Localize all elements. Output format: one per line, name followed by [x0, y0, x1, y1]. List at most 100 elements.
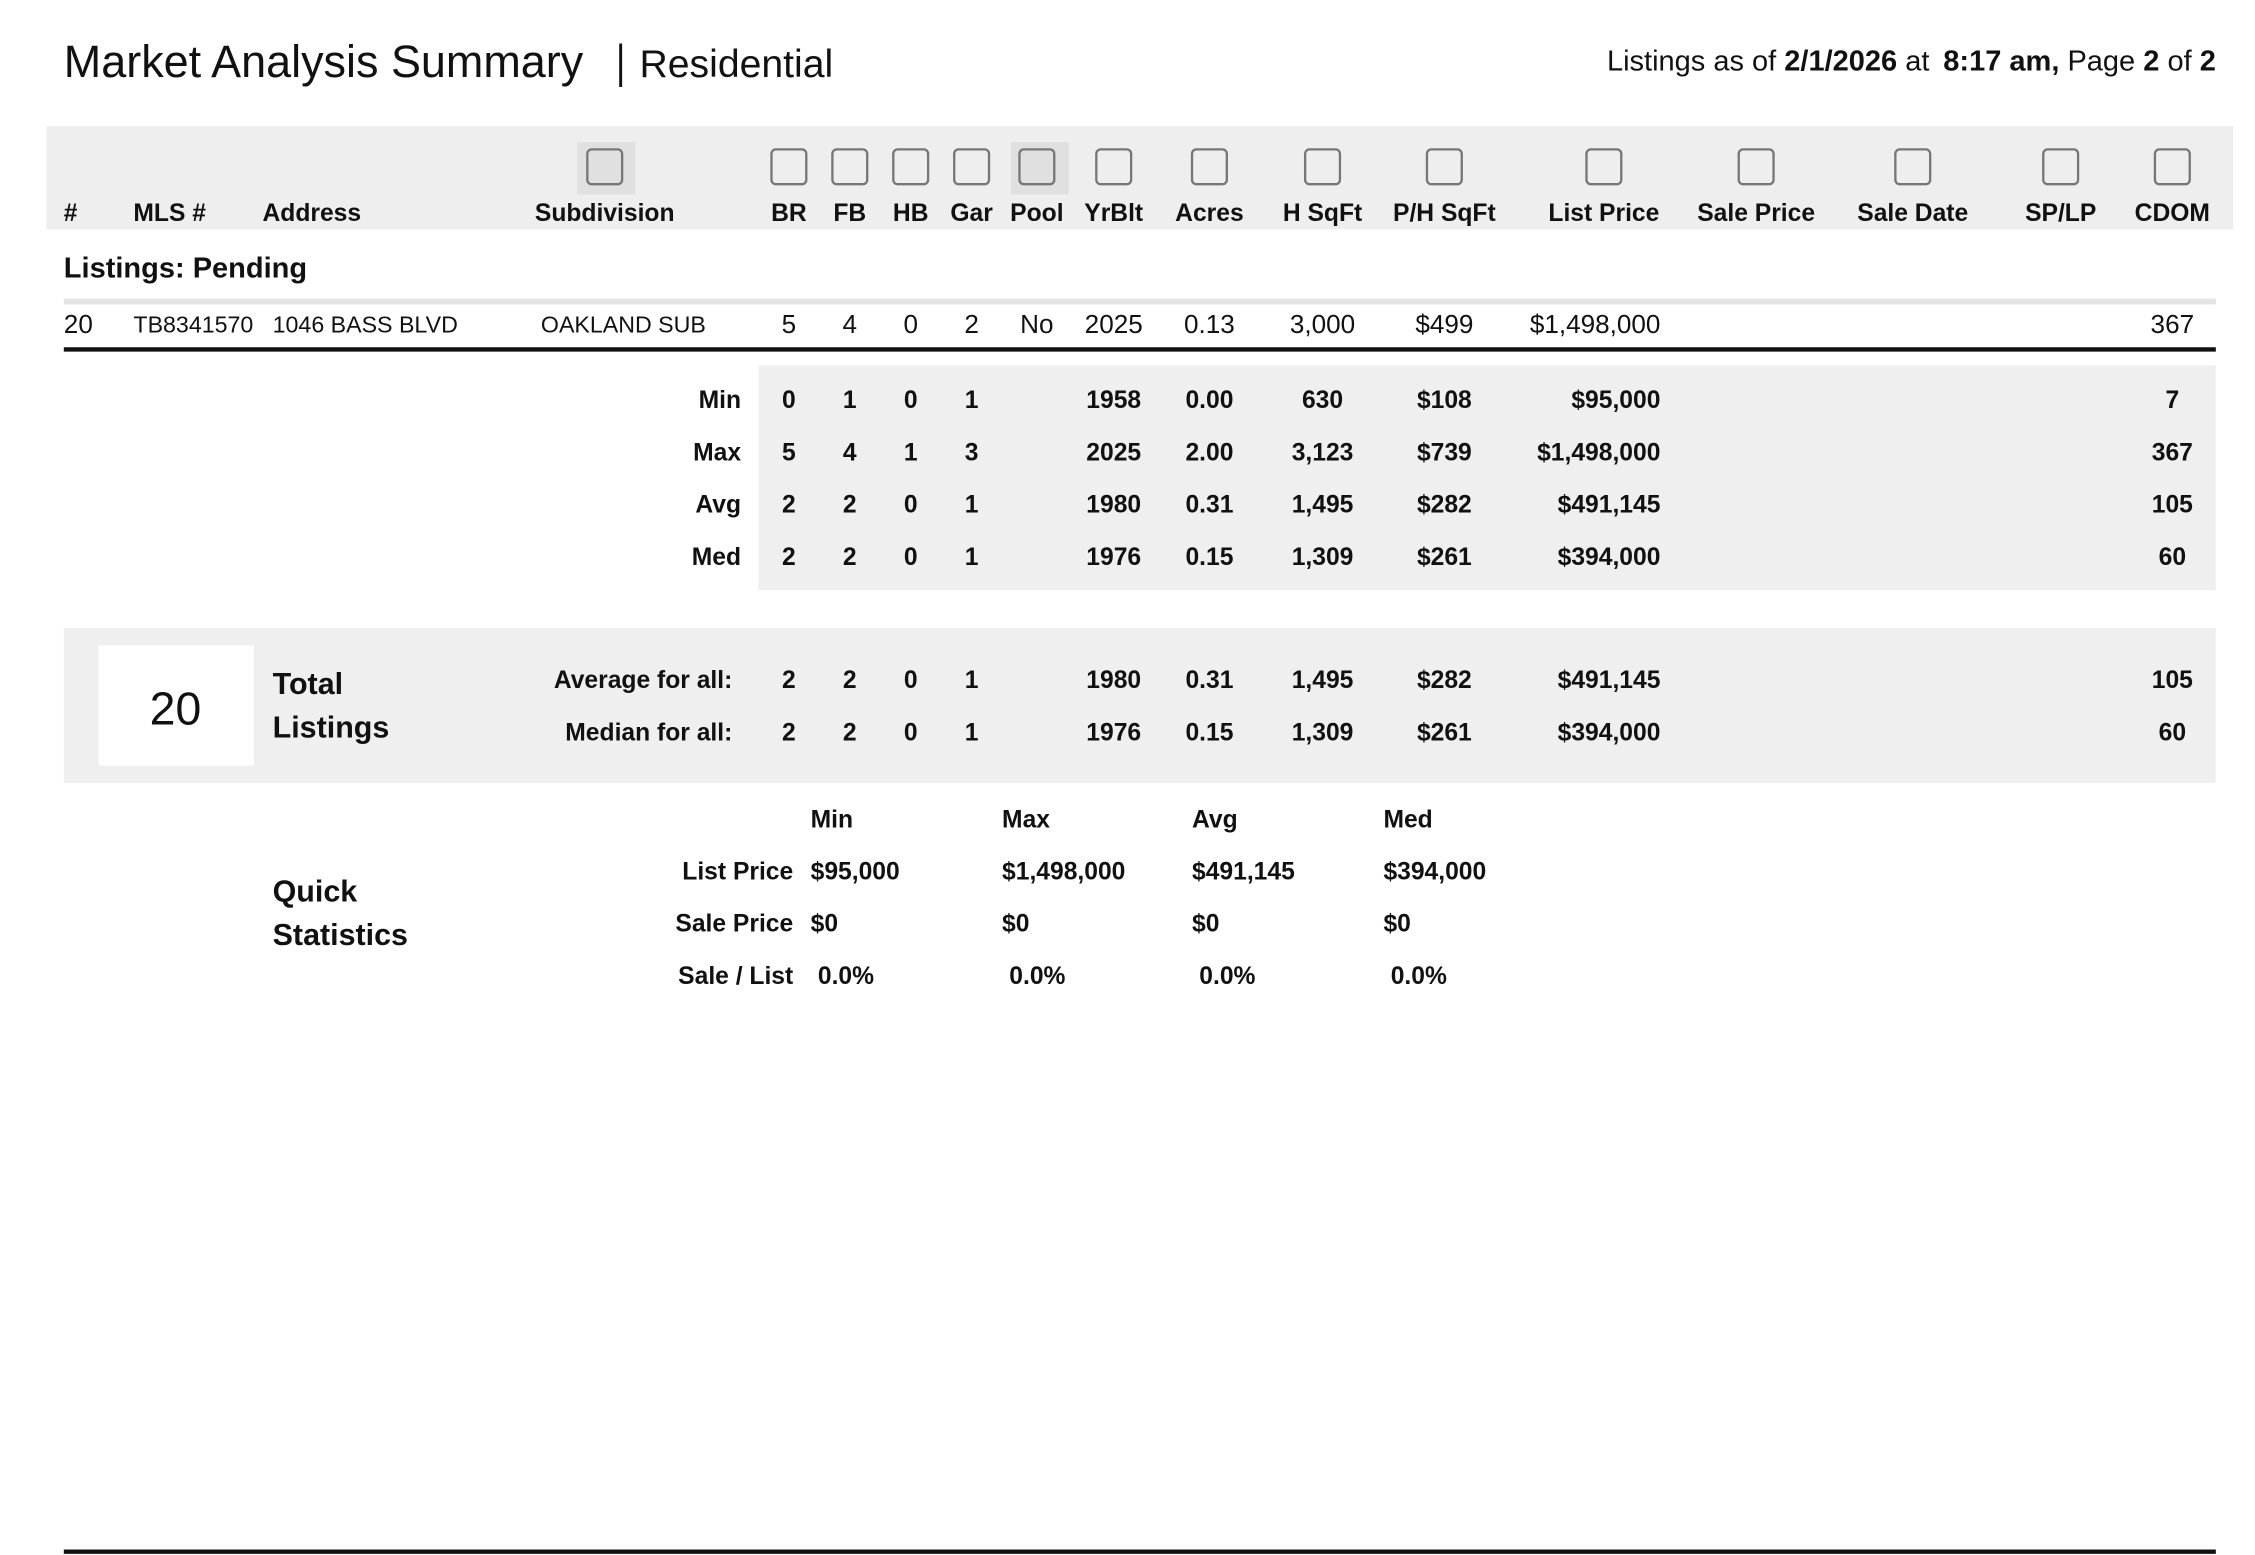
- quick-value: 0.0%: [1199, 963, 1255, 990]
- stat-value: 1,495: [1292, 492, 1354, 519]
- stat-value: 2: [782, 667, 796, 694]
- stat-value: $108: [1417, 387, 1472, 414]
- stat-label: Average for all:: [554, 667, 732, 694]
- column-icon: [1018, 148, 1056, 186]
- stats-box: [758, 365, 2216, 591]
- stat-value: 0.15: [1185, 719, 1233, 746]
- total-count: 20: [150, 682, 202, 734]
- cell: 2: [964, 309, 979, 339]
- cell: 5: [782, 309, 797, 339]
- column-icon: [953, 148, 991, 186]
- page-number: 2: [2143, 45, 2159, 77]
- stat-value: 0: [782, 387, 796, 414]
- column-icon: [1894, 148, 1932, 186]
- stat-value: 4: [843, 439, 857, 466]
- cell: TB8341570: [133, 311, 253, 337]
- cell: 367: [2151, 309, 2195, 339]
- quick-header: Min: [811, 806, 853, 833]
- column-header: Sale Price: [1697, 200, 1815, 227]
- header-band: [46, 126, 2234, 230]
- stat-value: $394,000: [1558, 719, 1661, 746]
- stat-label: Med: [692, 544, 741, 571]
- quick-value: $394,000: [1383, 859, 1486, 886]
- subtitle: Residential: [640, 43, 834, 86]
- stat-label: Min: [699, 387, 741, 414]
- column-header: YrBlt: [1084, 200, 1143, 227]
- column-header: Pool: [1010, 200, 1063, 227]
- stat-value: 1976: [1086, 719, 1141, 746]
- cell: 3,000: [1290, 309, 1355, 339]
- column-header: HB: [893, 200, 929, 227]
- stat-value: 1: [843, 387, 857, 414]
- column-header: Sale Date: [1857, 200, 1968, 227]
- stat-value: 2: [782, 492, 796, 519]
- stat-value: 1: [904, 439, 918, 466]
- stat-value: 1,495: [1292, 667, 1354, 694]
- quick-label: List Price: [682, 859, 793, 886]
- cell: OAKLAND SUB: [541, 311, 706, 337]
- cell: 20: [64, 309, 93, 339]
- column-icon: [1425, 148, 1463, 186]
- quick-value: $491,145: [1192, 859, 1295, 886]
- stat-value: 2025: [1086, 439, 1141, 466]
- column-header: Acres: [1175, 200, 1244, 227]
- column-icon: [1190, 148, 1228, 186]
- column-header: MLS #: [133, 200, 206, 227]
- stat-label: Max: [693, 439, 741, 466]
- as-of-at: at: [1905, 45, 1929, 77]
- stat-value: 1,309: [1292, 719, 1354, 746]
- stat-value: 3: [965, 439, 979, 466]
- stat-value: 105: [2152, 667, 2193, 694]
- column-header: BR: [771, 200, 807, 227]
- stat-value: 5: [782, 439, 796, 466]
- quick-value: $0: [1192, 911, 1219, 938]
- stat-value: 2: [843, 492, 857, 519]
- stat-value: 1976: [1086, 544, 1141, 571]
- stat-value: 2: [843, 667, 857, 694]
- column-icon: [1585, 148, 1623, 186]
- stat-value: 1980: [1086, 492, 1141, 519]
- stat-value: 2: [782, 544, 796, 571]
- stat-value: 1: [965, 667, 979, 694]
- quick-label: Sale / List: [678, 963, 793, 990]
- stat-value: $394,000: [1558, 544, 1661, 571]
- quick-value: $95,000: [811, 859, 900, 886]
- page-word: Page: [2067, 45, 2135, 77]
- total-label: Listings: [273, 710, 390, 744]
- column-header: H SqFt: [1283, 200, 1362, 227]
- quick-title: Quick: [273, 874, 358, 908]
- stat-value: $95,000: [1571, 387, 1660, 414]
- section-title: Listings: Pending: [64, 252, 307, 284]
- count-box: [98, 645, 254, 766]
- column-header: P/H SqFt: [1393, 200, 1496, 227]
- quick-value: $0: [1383, 911, 1410, 938]
- as-of-time: 8:17 am,: [1943, 45, 2059, 77]
- cell: $1,498,000: [1530, 309, 1661, 339]
- totals-box: [63, 627, 2216, 784]
- column-icon: [770, 148, 808, 186]
- stat-value: 0.31: [1185, 667, 1233, 694]
- cell: 4: [843, 309, 858, 339]
- cell: 2025: [1085, 309, 1143, 339]
- stat-value: 2: [843, 719, 857, 746]
- column-header: Gar: [950, 200, 993, 227]
- quick-value: $1,498,000: [1002, 859, 1125, 886]
- column-icon: [2042, 148, 2080, 186]
- stat-value: 7: [2165, 387, 2179, 414]
- quick-title: Statistics: [273, 918, 408, 952]
- quick-value: $0: [811, 911, 838, 938]
- stat-value: $739: [1417, 439, 1472, 466]
- stat-value: 367: [2152, 439, 2193, 466]
- quick-value: 0.0%: [818, 963, 874, 990]
- stat-value: 1980: [1086, 667, 1141, 694]
- cell: 0: [903, 309, 918, 339]
- column-icon: [2153, 148, 2191, 186]
- column-header: #: [64, 200, 78, 227]
- stat-value: 60: [2159, 719, 2186, 746]
- stat-value: 1: [965, 719, 979, 746]
- stat-value: 1: [965, 387, 979, 414]
- column-icon: [1303, 148, 1342, 186]
- stat-value: 1: [965, 492, 979, 519]
- quick-header: Avg: [1192, 806, 1238, 833]
